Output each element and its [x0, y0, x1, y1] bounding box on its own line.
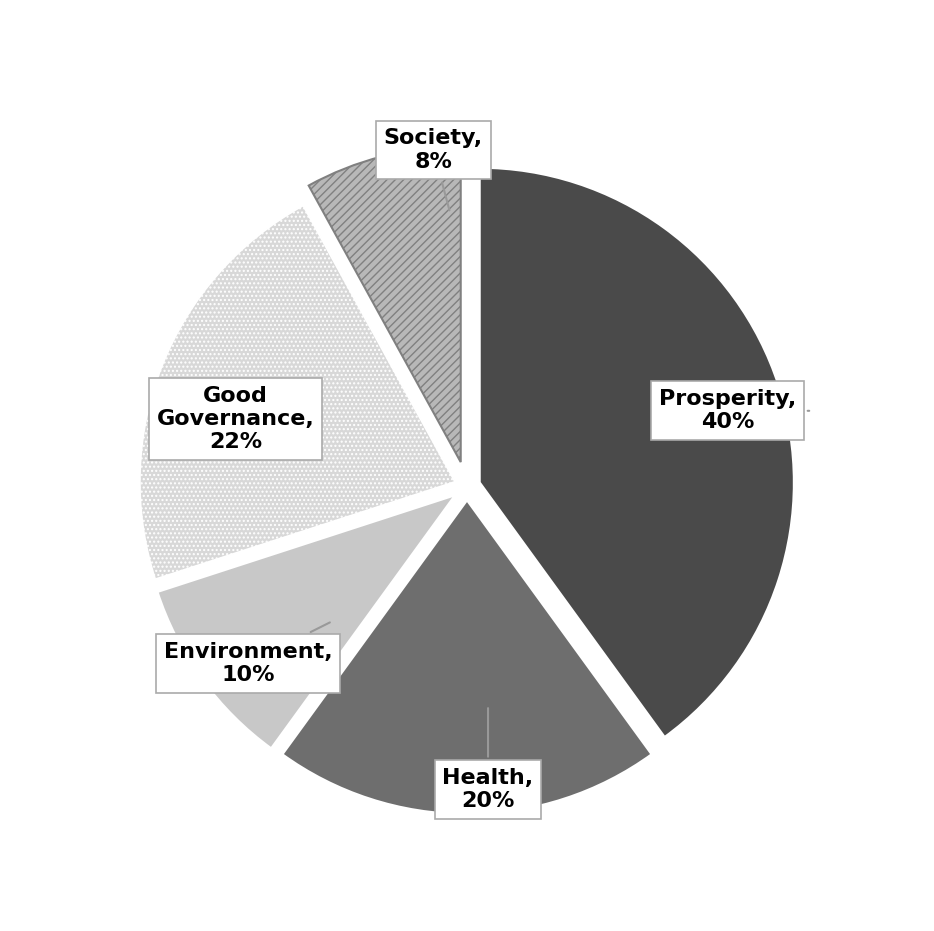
Text: Environment,
10%: Environment, 10%: [163, 623, 333, 685]
Text: Prosperity,
40%: Prosperity, 40%: [659, 389, 809, 432]
Wedge shape: [281, 499, 653, 815]
Text: Society,
8%: Society, 8%: [384, 128, 483, 210]
Wedge shape: [157, 494, 457, 749]
Wedge shape: [140, 206, 455, 579]
Wedge shape: [309, 146, 460, 462]
Text: Health,
20%: Health, 20%: [443, 708, 533, 811]
Text: Good
Governance,
22%: Good Governance, 22%: [157, 386, 317, 452]
Wedge shape: [479, 167, 795, 738]
